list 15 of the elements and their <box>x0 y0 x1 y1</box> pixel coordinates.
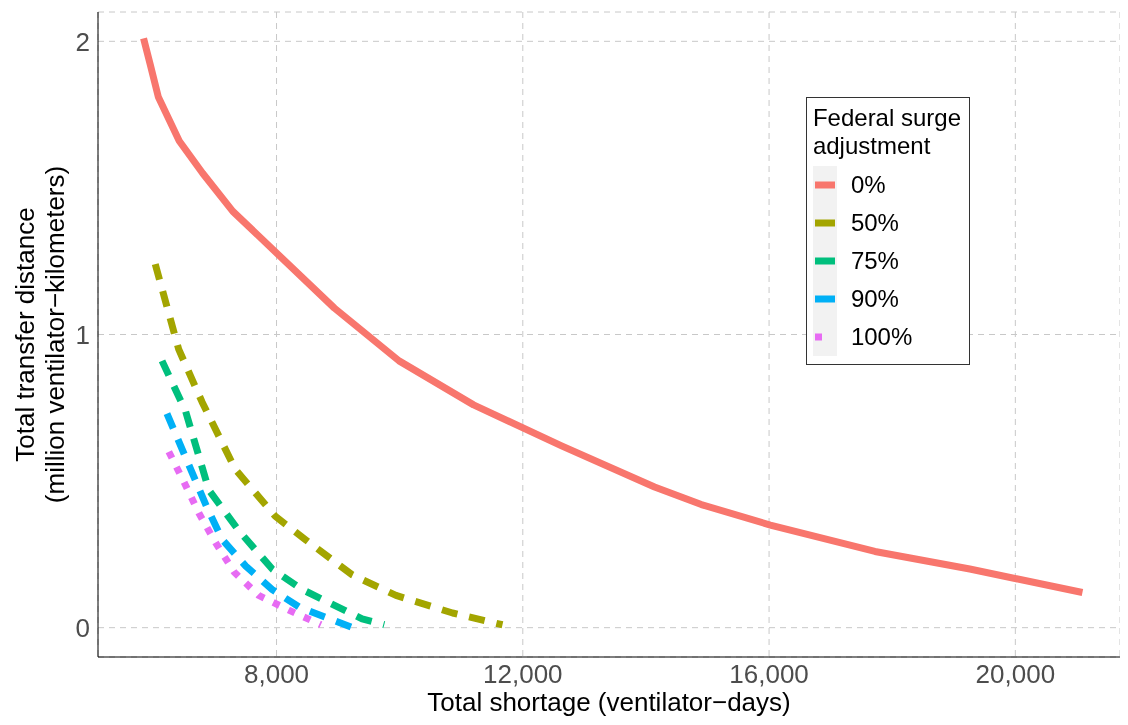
y-tick-label: 1 <box>75 319 90 350</box>
x-axis-title: Total shortage (ventilator−days) <box>427 687 791 717</box>
y-tick-label: 2 <box>75 26 90 57</box>
legend-label: 50% <box>850 209 899 237</box>
x-tick-label: 16,000 <box>729 659 809 690</box>
x-tick-label: 8,000 <box>244 659 310 690</box>
legend-label: 75% <box>850 247 899 275</box>
y-axis-title: Total transfer distance (million ventilator−kilometers) <box>10 165 70 504</box>
x-tick-label: 12,000 <box>483 659 563 690</box>
legend-label: 90% <box>850 285 899 313</box>
legend-label: 100% <box>850 323 913 351</box>
y-tick-label: 0 <box>75 612 90 643</box>
legend-label: 0% <box>850 171 886 199</box>
legend-title: Federal surge adjustment <box>812 104 961 160</box>
x-tick-label: 20,000 <box>975 659 1056 690</box>
